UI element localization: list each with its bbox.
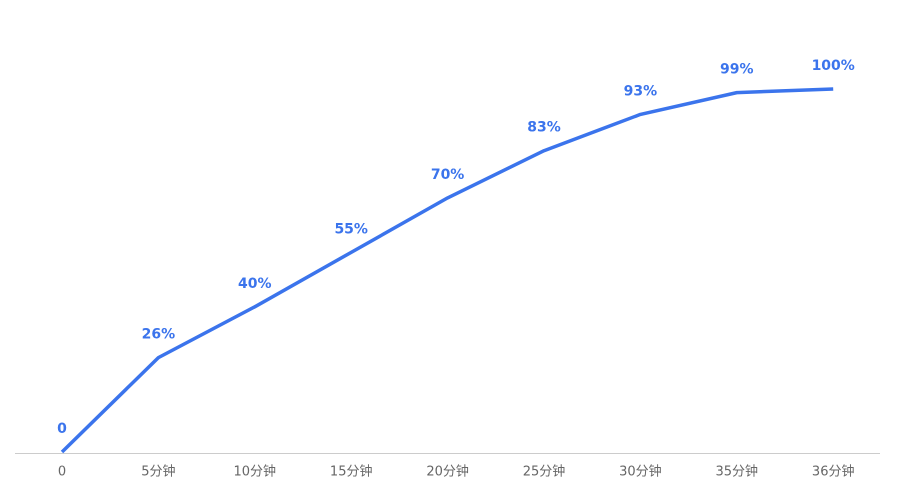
x-tick-label: 35分钟 xyxy=(716,464,759,480)
x-tick-label: 20分钟 xyxy=(426,464,469,480)
x-tick-label: 25分钟 xyxy=(523,464,566,480)
data-label: 83% xyxy=(527,120,561,136)
data-label: 55% xyxy=(334,221,368,237)
data-label: 26% xyxy=(142,327,176,343)
series-line xyxy=(60,87,834,454)
data-label: 99% xyxy=(720,62,754,78)
data-label: 70% xyxy=(431,167,465,183)
x-tick-label: 30分钟 xyxy=(619,464,662,480)
x-tick-label: 10分钟 xyxy=(234,464,277,480)
x-tick-label: 36分钟 xyxy=(812,464,855,480)
data-label: 100% xyxy=(812,58,855,74)
data-label: 93% xyxy=(624,83,658,99)
x-tick-label: 15分钟 xyxy=(330,464,373,480)
data-label: 40% xyxy=(238,276,272,292)
x-tick-label: 5分钟 xyxy=(141,464,175,480)
data-label: 0 xyxy=(57,421,67,437)
x-tick-label: 0 xyxy=(58,465,66,480)
